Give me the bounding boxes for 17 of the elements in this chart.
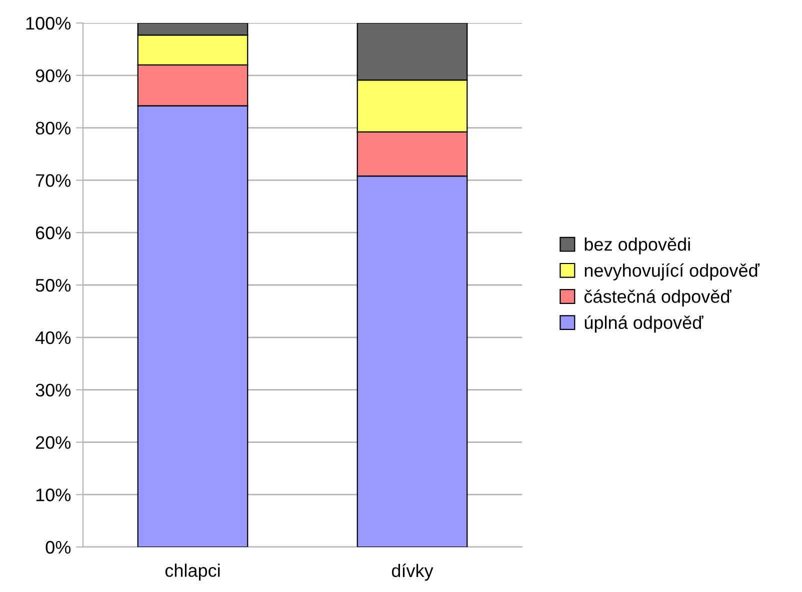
y-tick-label: 10%	[36, 488, 71, 502]
legend-label: nevyhovující odpověď	[584, 263, 760, 280]
legend-label: bez odpovědi	[584, 237, 690, 254]
y-tick-label: 30%	[36, 384, 71, 397]
y-tick-label: 100%	[26, 16, 71, 30]
y-tick-label: 60%	[36, 226, 71, 240]
x-tick-label: dívky	[392, 564, 434, 581]
y-tick-label: 20%	[36, 436, 71, 449]
legend-label: částečná odpověď	[584, 289, 732, 306]
y-tick-label: 90%	[36, 69, 71, 82]
y-tick-label: 70%	[36, 174, 71, 187]
x-tick-label: chlapci	[165, 564, 220, 580]
y-tick-label: 0%	[46, 540, 71, 554]
legend-label: úplná odpověď	[584, 316, 704, 333]
y-tick-label: 40%	[35, 331, 71, 344]
y-tick-label: 50%	[36, 278, 71, 292]
y-tick-label: 80%	[36, 122, 71, 135]
